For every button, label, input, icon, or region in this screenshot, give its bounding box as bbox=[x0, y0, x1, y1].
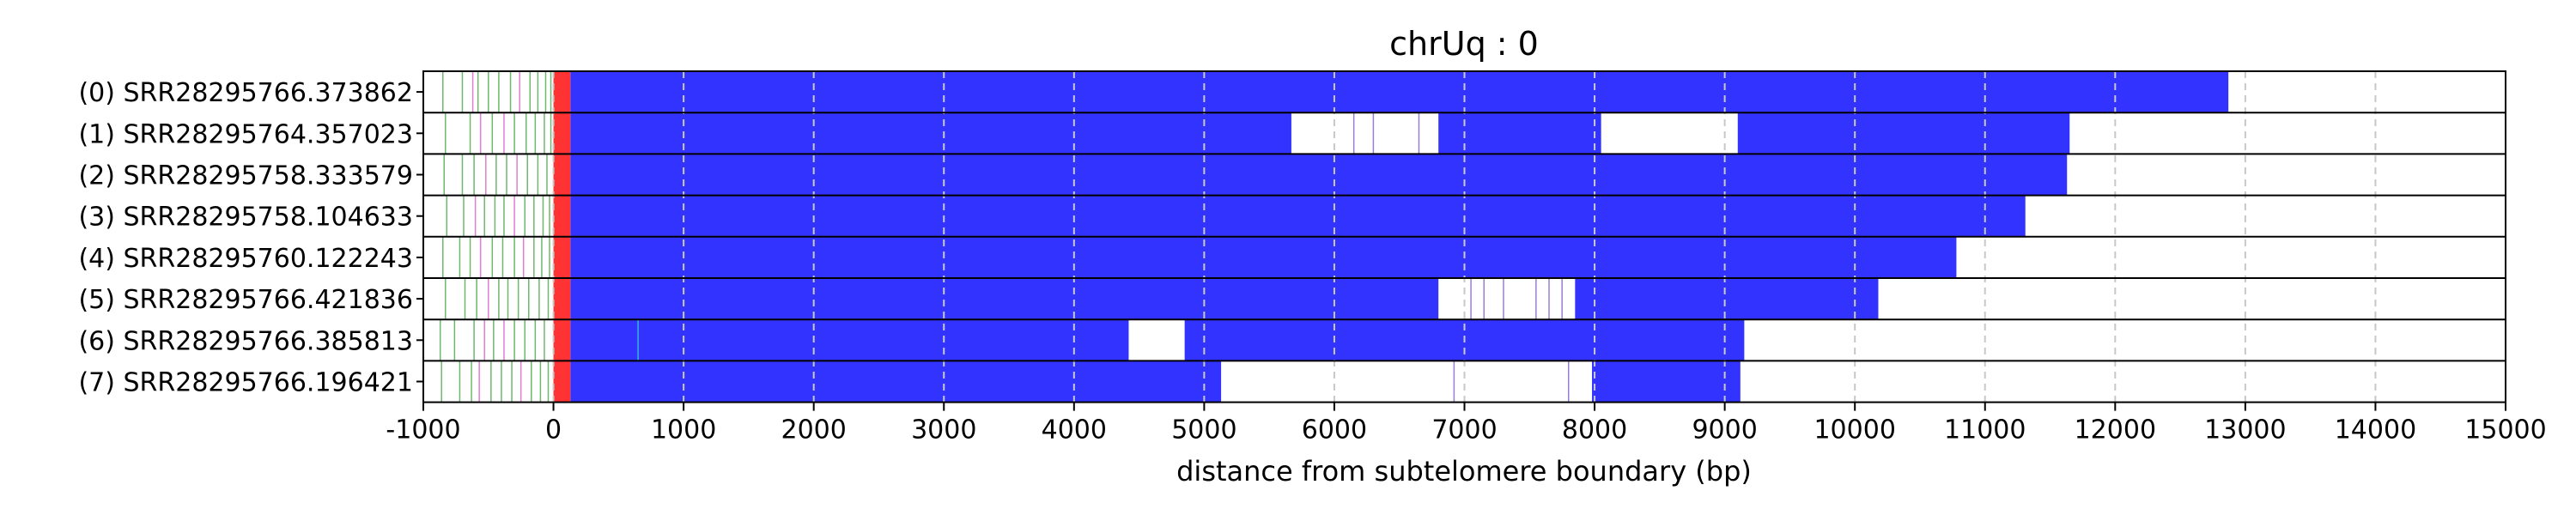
chart-title: chrUq : 0 bbox=[1389, 25, 1539, 63]
x-tick-label-0: -1000 bbox=[386, 415, 460, 445]
x-tick-label-10: 9000 bbox=[1692, 415, 1757, 445]
x-tick-label-1: 0 bbox=[545, 415, 562, 445]
x-tick-label-15: 14000 bbox=[2335, 415, 2416, 445]
read-row-1 bbox=[445, 112, 2070, 154]
x-tick-label-14: 13000 bbox=[2204, 415, 2286, 445]
x-tick-label-11: 10000 bbox=[1814, 415, 1895, 445]
subtelomere-segment-3 bbox=[553, 195, 571, 237]
read-row-3 bbox=[446, 195, 2026, 237]
x-tick-label-7: 6000 bbox=[1302, 415, 1367, 445]
x-tick-label-12: 11000 bbox=[1944, 415, 2026, 445]
subtelomere-segment-1 bbox=[553, 112, 571, 154]
telomere-segment-2-0 bbox=[570, 154, 2068, 196]
read-row-0 bbox=[441, 71, 2229, 113]
subtelomere-segment-7 bbox=[553, 360, 571, 403]
telomere-segment-5-0 bbox=[570, 278, 1439, 320]
telomere-segment-1-0 bbox=[570, 112, 1291, 154]
row-label-6: (6) SRR28295766.385813 bbox=[78, 326, 413, 356]
telomere-segment-6-0 bbox=[570, 319, 1129, 361]
row-label-2: (2) SRR28295758.333579 bbox=[78, 161, 413, 191]
x-axis: -1000 0 1000 2000 3000 4000 5000 6000 7000 8000 90… bbox=[386, 91, 2547, 445]
read-row-4 bbox=[441, 236, 1957, 278]
x-tick-label-9: 8000 bbox=[1562, 415, 1627, 445]
telomere-segment-4-0 bbox=[570, 236, 1957, 278]
read-row-6 bbox=[439, 319, 1745, 361]
subtelomere-segment-6 bbox=[553, 319, 571, 361]
x-tick-label-13: 12000 bbox=[2075, 415, 2156, 445]
rows-layer bbox=[439, 71, 2229, 403]
telomere-segment-0-0 bbox=[570, 71, 2229, 113]
telomere-segment-1-2 bbox=[1737, 112, 2070, 154]
x-tick-label-5: 4000 bbox=[1042, 415, 1107, 445]
row-label-3: (3) SRR28295758.104633 bbox=[78, 203, 413, 233]
x-tick-label-4: 3000 bbox=[911, 415, 976, 445]
row-label-1: (1) SRR28295764.357023 bbox=[78, 119, 413, 149]
subtelomere-segment-5 bbox=[553, 278, 571, 320]
x-tick-label-2: 1000 bbox=[651, 415, 716, 445]
x-tick-label-16: 15000 bbox=[2464, 415, 2546, 445]
read-row-7 bbox=[440, 360, 1741, 403]
x-tick-label-6: 5000 bbox=[1171, 415, 1236, 445]
subtelomere-segment-4 bbox=[553, 236, 571, 278]
telomere-segment-3-0 bbox=[570, 195, 2026, 237]
telomere-segment-7-0 bbox=[570, 360, 1222, 403]
row-label-7: (7) SRR28295766.196421 bbox=[78, 368, 413, 398]
row-label-5: (5) SRR28295766.421836 bbox=[78, 285, 413, 315]
read-row-2 bbox=[443, 154, 2068, 196]
x-axis-label: distance from subtelomere boundary (bp) bbox=[1176, 455, 1752, 488]
x-tick-label-8: 7000 bbox=[1431, 415, 1497, 445]
subtelomere-segment-2 bbox=[553, 154, 571, 196]
read-row-5 bbox=[445, 278, 1879, 320]
telomere-segment-5-1 bbox=[1575, 278, 1879, 320]
row-label-0: (0) SRR28295766.373862 bbox=[78, 78, 413, 108]
telomere-segment-7-1 bbox=[1592, 360, 1741, 403]
row-labels-layer: (0) SRR28295766.373862 (1) SRR28295764.35… bbox=[78, 78, 413, 397]
subtelomere-segment-0 bbox=[553, 71, 571, 113]
x-tick-label-3: 2000 bbox=[781, 415, 847, 445]
telomere-segment-1-1 bbox=[1438, 112, 1601, 154]
row-label-4: (4) SRR28295760.122243 bbox=[78, 244, 413, 274]
